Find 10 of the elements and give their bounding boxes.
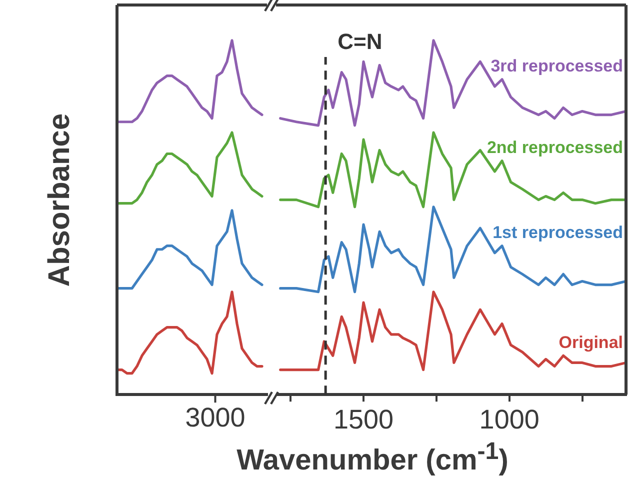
series-label: 3rd reprocessed [490,56,623,76]
x-tick-label: 1500 [333,404,394,434]
series-label: Original [558,332,623,352]
series-label: 1st reprocessed [492,223,623,242]
ref-line-label: C=N [338,29,382,54]
x-axis-title: Wavenumber (cm$^{-1}$) [236,438,510,478]
y-axis-title: Absorbance [42,112,77,289]
series-label: 2nd reprocessed [486,138,623,158]
x-tick-label: 1000 [479,404,540,434]
text: 3000 [185,402,246,433]
